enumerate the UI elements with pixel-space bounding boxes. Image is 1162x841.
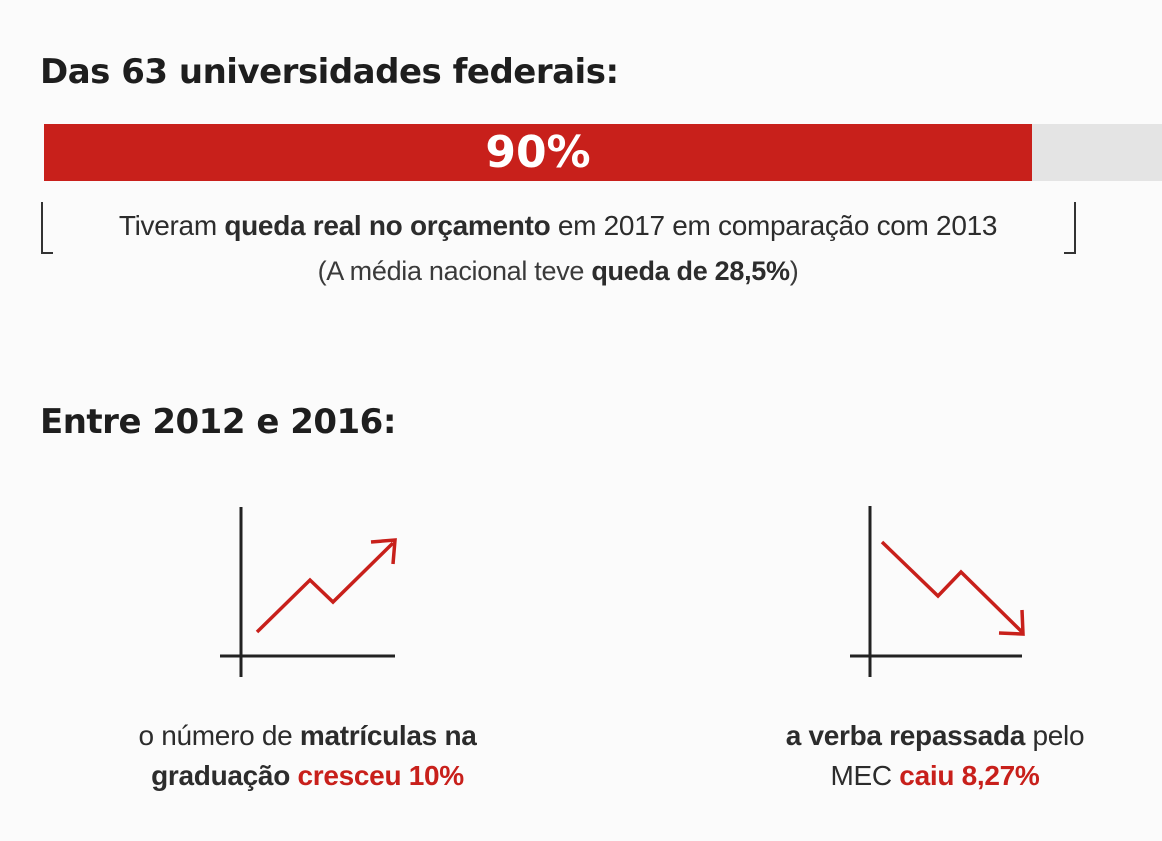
national-average-prefix: (A média nacional teve <box>317 256 592 286</box>
period-heading: Entre 2012 e 2016: <box>40 402 396 442</box>
enrollment-growth-value: cresceu 10% <box>297 760 465 791</box>
description-highlight: queda real no orçamento <box>224 210 551 241</box>
right-bracket-decoration <box>1064 202 1076 254</box>
enrollment-highlight: matrículas na <box>299 720 477 751</box>
national-average-suffix: ) <box>789 256 799 286</box>
universities-heading: Das 63 universidades federais: <box>40 52 619 92</box>
budget-description: Tiveram queda real no orçamento em 2017 … <box>52 210 1064 242</box>
description-suffix: em 2017 em comparação com 2013 <box>550 210 998 241</box>
left-bracket-decoration <box>41 202 53 254</box>
enrollment-highlight-2: graduação <box>151 760 291 791</box>
funding-prefix: MEC <box>830 760 900 791</box>
trend-up-chart-icon <box>220 507 397 677</box>
budget-percentage-label: 90% <box>485 127 591 178</box>
enrollment-caption: o número de matrículas na graduação cres… <box>100 716 515 796</box>
enrollment-prefix: o número de <box>138 720 300 751</box>
national-average-value: queda de 28,5% <box>591 256 790 286</box>
national-average-note: (A média nacional teve queda de 28,5%) <box>52 256 1064 287</box>
funding-drop-value: caiu 8,27% <box>899 760 1040 791</box>
trend-down-chart-icon <box>850 506 1025 677</box>
description-prefix: Tiveram <box>118 210 225 241</box>
funding-caption: a verba repassada pelo MEC caiu 8,27% <box>740 716 1130 796</box>
funding-highlight: a verba repassada <box>785 720 1026 751</box>
funding-suffix: pelo <box>1025 720 1085 751</box>
budget-progress-fill <box>44 124 1033 181</box>
budget-progress-bar: 90% <box>44 124 1162 181</box>
